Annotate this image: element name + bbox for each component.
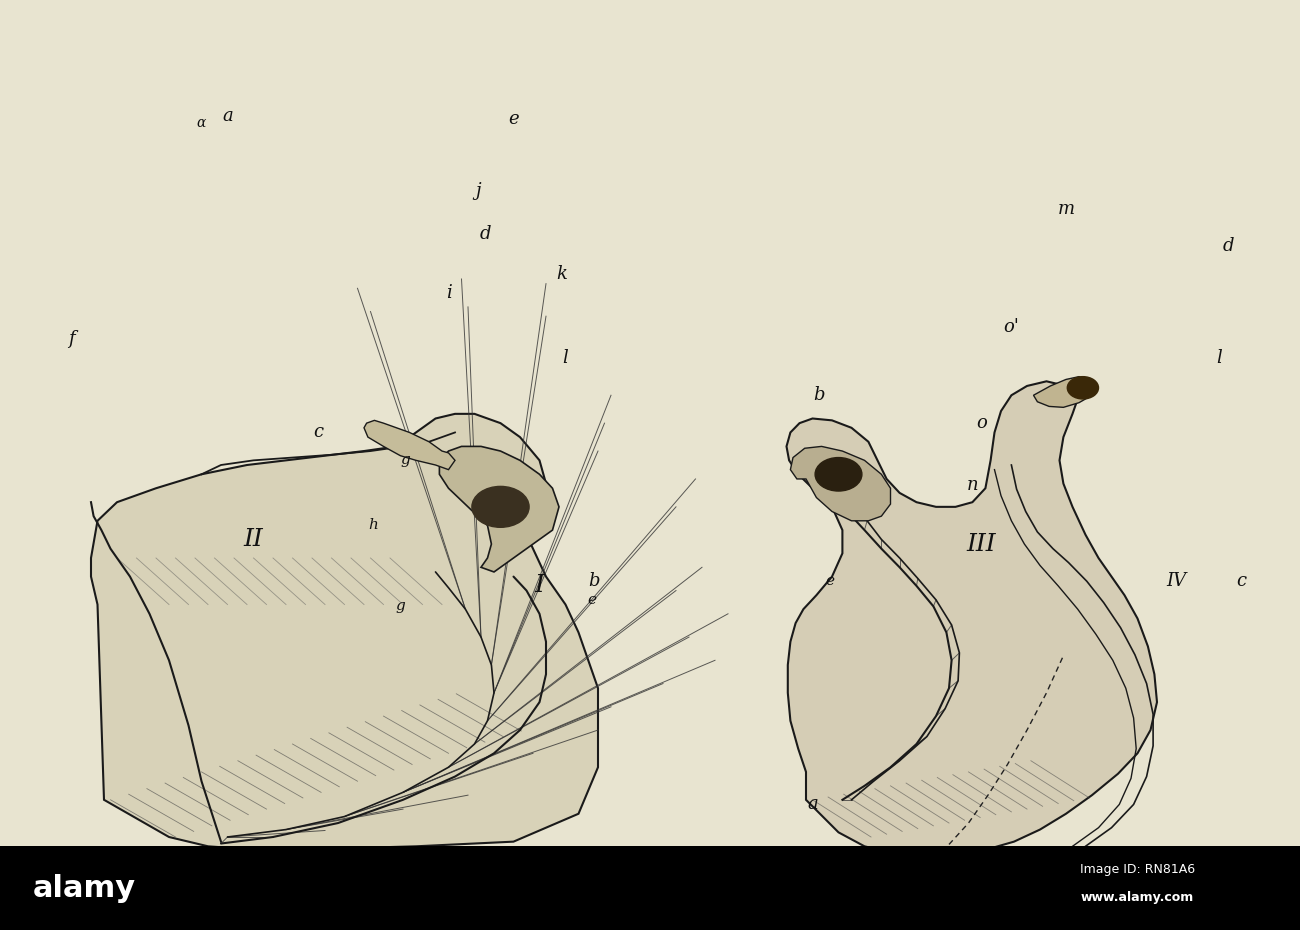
Bar — [0, 846, 1300, 930]
Text: www.alamy.com: www.alamy.com — [1080, 891, 1195, 904]
Text: f: f — [1251, 884, 1258, 902]
Text: f: f — [68, 330, 75, 349]
Text: g: g — [395, 599, 406, 614]
Text: o': o' — [1004, 318, 1019, 337]
Text: II: II — [243, 528, 264, 551]
Text: IV: IV — [1166, 572, 1187, 591]
Text: III: III — [967, 533, 996, 555]
Text: a: a — [222, 107, 233, 126]
Text: alamy: alamy — [32, 873, 136, 903]
Polygon shape — [439, 446, 559, 572]
Text: c: c — [1236, 572, 1247, 591]
Text: b: b — [814, 386, 824, 405]
Polygon shape — [786, 381, 1157, 854]
Polygon shape — [364, 420, 455, 470]
Polygon shape — [91, 414, 598, 849]
Text: e: e — [588, 592, 595, 607]
Polygon shape — [1034, 377, 1096, 407]
Text: m: m — [1057, 200, 1075, 219]
Text: ɑ: ɑ — [196, 115, 207, 130]
Text: c: c — [313, 423, 324, 442]
Text: g: g — [400, 453, 411, 468]
Circle shape — [472, 486, 529, 527]
Circle shape — [815, 458, 862, 491]
Text: l: l — [1217, 349, 1222, 367]
Text: d: d — [1223, 237, 1234, 256]
Text: b: b — [589, 572, 599, 591]
Text: e: e — [826, 574, 833, 589]
Text: n: n — [967, 476, 978, 495]
Text: j: j — [476, 181, 481, 200]
Text: Image ID: RN81A6: Image ID: RN81A6 — [1080, 863, 1195, 876]
Text: i: i — [446, 284, 451, 302]
Text: d: d — [480, 225, 490, 244]
Text: k: k — [556, 265, 567, 284]
Text: o: o — [976, 414, 987, 432]
Text: a: a — [807, 795, 818, 814]
Circle shape — [1067, 377, 1098, 399]
Text: e: e — [508, 110, 519, 128]
Text: l: l — [563, 349, 568, 367]
Polygon shape — [790, 446, 891, 521]
Text: I: I — [534, 575, 545, 597]
Text: h: h — [368, 518, 378, 533]
